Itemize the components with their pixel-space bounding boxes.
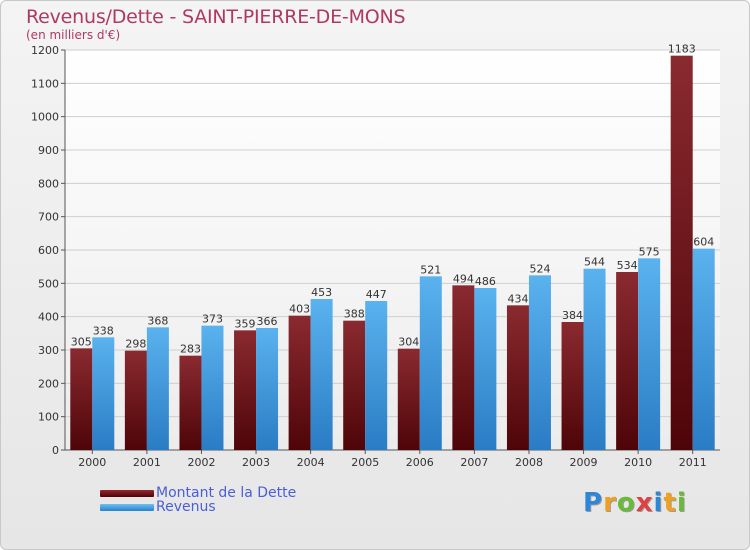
data-label: 298	[125, 338, 146, 351]
bar-dette	[343, 320, 366, 450]
bar-revenus	[92, 337, 115, 450]
data-label: 604	[693, 236, 714, 249]
logo-letter: i	[676, 488, 687, 518]
data-label: 544	[584, 256, 605, 269]
bar-revenus	[310, 299, 333, 450]
bar-dette	[397, 348, 420, 450]
y-tick-label: 600	[38, 244, 59, 257]
x-tick-label: 2005	[351, 456, 379, 469]
data-label: 447	[366, 288, 387, 301]
y-tick-label: 700	[38, 211, 59, 224]
legend-label-revenus: Revenus	[156, 499, 216, 515]
x-tick-label: 2003	[242, 456, 270, 469]
bar-revenus	[201, 325, 224, 450]
legend-label-dette: Montant de la Dette	[156, 485, 297, 501]
bar-revenus	[146, 327, 169, 450]
data-label: 373	[202, 313, 223, 326]
y-tick-label: 300	[38, 344, 59, 357]
y-tick-label: 100	[38, 411, 59, 424]
logo-letter: t	[663, 488, 677, 518]
data-label: 521	[420, 263, 441, 276]
bar-dette	[452, 285, 475, 450]
bar-dette	[124, 350, 147, 450]
legend-swatch-revenus	[100, 504, 154, 511]
logo-letter: P	[583, 488, 604, 518]
bar-dette	[561, 322, 584, 450]
proxiti-logo: Proxiti	[583, 488, 687, 518]
data-label: 1183	[668, 43, 696, 56]
bar-dette	[179, 355, 202, 450]
y-tick-label: 800	[38, 177, 59, 190]
x-tick-label: 2009	[570, 456, 598, 469]
data-label: 338	[93, 324, 114, 337]
data-label: 453	[311, 286, 332, 299]
data-label: 283	[180, 343, 201, 356]
data-label: 494	[453, 272, 474, 285]
bar-dette	[670, 55, 693, 451]
y-tick-label: 0	[52, 444, 59, 457]
bar-dette	[506, 305, 529, 450]
bar-dette	[616, 272, 639, 450]
x-tick-label: 2000	[78, 456, 106, 469]
y-tick-label: 500	[38, 277, 59, 290]
bar-revenus	[365, 301, 388, 450]
data-label: 575	[639, 245, 660, 258]
data-label: 366	[257, 315, 278, 328]
data-label: 305	[71, 335, 92, 348]
chart-subtitle: (en milliers d'€)	[26, 28, 121, 42]
x-tick-label: 2002	[187, 456, 215, 469]
data-label: 403	[289, 303, 310, 316]
bar-dette	[234, 330, 257, 450]
x-tick-label: 2006	[406, 456, 434, 469]
x-tick-label: 2008	[515, 456, 543, 469]
bar-revenus	[692, 248, 715, 450]
logo-letter: x	[635, 488, 654, 518]
data-label: 534	[617, 259, 638, 272]
logo-letter: r	[603, 488, 617, 518]
y-tick-label: 1000	[31, 111, 59, 124]
x-tick-label: 2001	[133, 456, 161, 469]
chart-title: Revenus/Dette - SAINT-PIERRE-DE-MONS	[26, 6, 406, 28]
data-label: 368	[147, 314, 168, 327]
bar-revenus	[528, 275, 551, 450]
data-label: 486	[475, 275, 496, 288]
data-label: 434	[507, 292, 528, 305]
x-tick-label: 2010	[624, 456, 652, 469]
logo-letter: o	[616, 488, 636, 518]
bar-dette	[288, 315, 311, 450]
x-tick-label: 2011	[679, 456, 707, 469]
data-label: 304	[398, 336, 419, 349]
y-tick-label: 1200	[31, 44, 59, 57]
x-tick-label: 2004	[297, 456, 325, 469]
data-label: 524	[529, 262, 550, 275]
data-label: 384	[562, 309, 583, 322]
legend-swatch-dette	[100, 490, 154, 497]
bar-dette	[70, 348, 93, 450]
data-label: 388	[344, 308, 365, 321]
logo-letter: i	[653, 488, 664, 518]
y-tick-label: 900	[38, 144, 59, 157]
bar-revenus	[638, 258, 661, 450]
y-tick-label: 200	[38, 377, 59, 390]
bar-revenus	[583, 268, 606, 450]
y-tick-label: 400	[38, 311, 59, 324]
x-tick-label: 2007	[460, 456, 488, 469]
bar-revenus	[474, 288, 497, 450]
y-tick-label: 1100	[31, 77, 59, 90]
bar-revenus	[256, 328, 279, 450]
data-label: 359	[235, 317, 256, 330]
bar-revenus	[419, 276, 442, 450]
